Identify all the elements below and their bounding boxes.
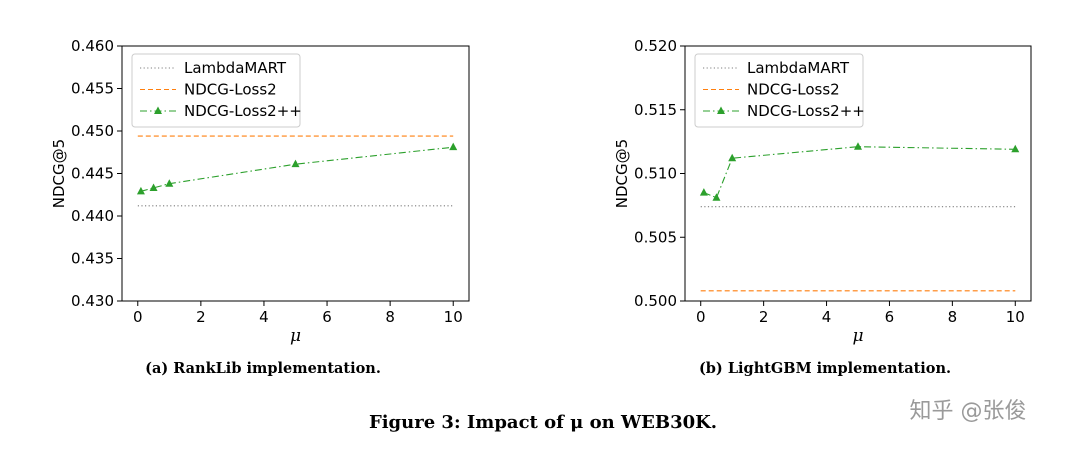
- legend-label: NDCG-Loss2++: [747, 102, 865, 120]
- x-tick-label: 0: [133, 308, 143, 326]
- subcaption-a: (a) RankLib implementation.: [145, 360, 381, 377]
- legend-label: NDCG-Loss2++: [184, 102, 302, 120]
- series-line-ndcg-loss2-: [140, 146, 454, 192]
- chart-lightgbm: 0.500 0.505 0.510 0.515 0.520 0 2 4 6 8 10 μ NDCG@5 L…: [613, 37, 1032, 346]
- figure-caption: Figure 3: Impact of μ on WEB30K.: [369, 412, 717, 433]
- y-axis-label: NDCG@5: [613, 139, 631, 208]
- y-tick-label: 0.520: [634, 37, 677, 55]
- watermark-text: 知乎 @张俊: [910, 399, 1027, 424]
- data-point-marker: [699, 188, 708, 196]
- data-point-marker: [291, 159, 300, 168]
- legend-marker: [154, 106, 162, 114]
- x-tick-label: 8: [385, 308, 395, 326]
- data-point-marker: [712, 193, 721, 201]
- y-tick-label: 0.435: [71, 250, 114, 268]
- series-line-ndcg-loss2-: [703, 146, 1016, 199]
- x-tick-label: 6: [885, 308, 895, 326]
- y-tick-label: 0.450: [71, 122, 114, 140]
- y-tick-label: 0.445: [71, 165, 114, 183]
- y-tick-label: 0.440: [71, 207, 114, 225]
- data-point-marker: [149, 183, 158, 191]
- x-tick-label: 10: [1006, 308, 1025, 326]
- subcaption-b: (b) LightGBM implementation.: [699, 360, 951, 377]
- x-tick-label: 4: [259, 308, 269, 326]
- data-point-marker: [165, 179, 174, 187]
- legend-label: LambdaMART: [747, 59, 850, 77]
- y-tick-label: 0.515: [634, 101, 677, 119]
- legend-label: LambdaMART: [184, 59, 287, 77]
- x-tick-label: 2: [759, 308, 769, 326]
- y-axis-label: NDCG@5: [50, 139, 68, 208]
- y-tick-label: 0.460: [71, 37, 114, 55]
- legend-box: [131, 53, 301, 128]
- x-tick-label: 8: [948, 308, 958, 326]
- data-point-marker: [1011, 144, 1020, 153]
- data-point-marker: [449, 142, 458, 151]
- legend-label: NDCG-Loss2: [747, 81, 840, 99]
- x-tick-label: 10: [444, 308, 463, 326]
- x-tick-label: 6: [322, 308, 332, 326]
- y-tick-label: 0.500: [634, 292, 677, 310]
- data-point-marker: [854, 142, 862, 150]
- data-point-marker: [136, 186, 145, 195]
- legend-box: [694, 53, 864, 128]
- x-tick-label: 0: [696, 308, 706, 326]
- x-axis-label: μ: [852, 326, 863, 346]
- y-tick-label: 0.510: [634, 165, 677, 183]
- chart-ranklib: 0.430 0.435 0.440 0.445 0.450 0.455 0.460 0 2 4 6 8…: [50, 37, 470, 346]
- x-axis-label: μ: [290, 326, 301, 346]
- x-tick-label: 2: [196, 308, 206, 326]
- y-tick-label: 0.505: [634, 228, 677, 246]
- y-tick-label: 0.455: [71, 80, 114, 98]
- x-tick-label: 4: [822, 308, 832, 326]
- data-point-marker: [728, 153, 737, 162]
- legend-label: NDCG-Loss2: [184, 81, 277, 99]
- legend-marker: [717, 106, 725, 114]
- y-tick-label: 0.430: [71, 292, 114, 310]
